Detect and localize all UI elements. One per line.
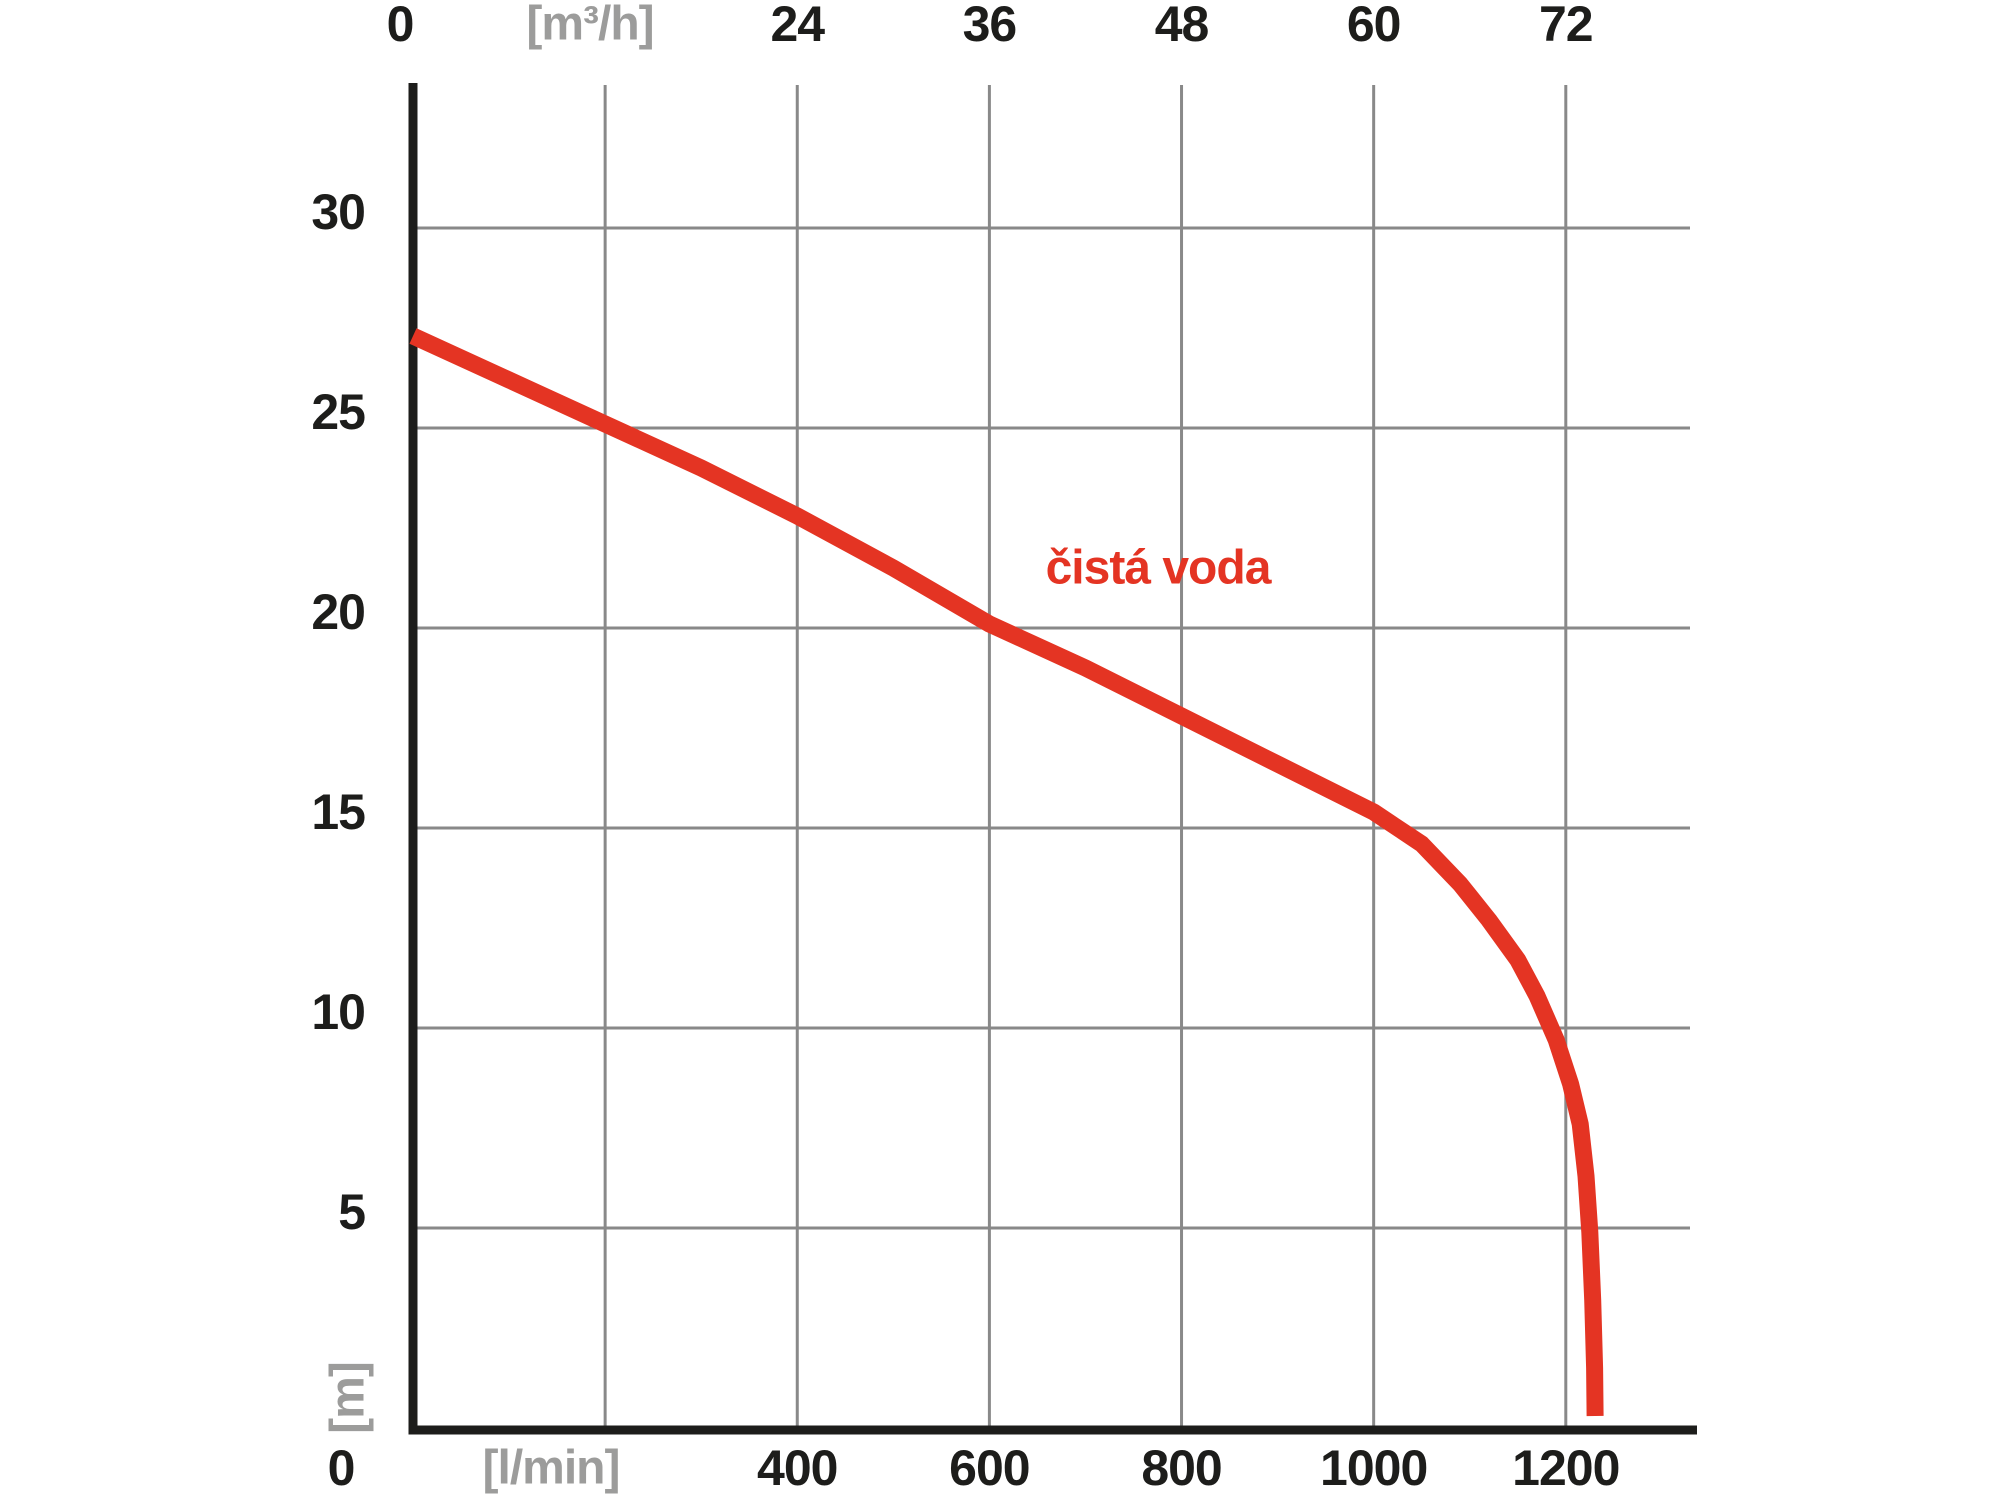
bottom-axis-tick-600: 600: [949, 1440, 1030, 1496]
bottom-axis-tick-1000: 1000: [1320, 1440, 1428, 1496]
top-axis-unit-label: [m³/h]: [526, 0, 654, 51]
top-axis-tick-60: 60: [1346, 0, 1402, 52]
series-label-cista-voda: čistá voda: [1045, 541, 1272, 595]
left-axis-tick-15: 15: [311, 784, 366, 840]
left-axis-tick-5: 5: [338, 1184, 366, 1240]
top-axis-tick-24: 24: [770, 0, 825, 52]
top-axis-tick-36: 36: [962, 0, 1018, 52]
bottom-axis-tick-1200: 1200: [1512, 1440, 1620, 1496]
top-axis-tick-48: 48: [1154, 0, 1210, 52]
bottom-axis-unit-label: [l/min]: [482, 1441, 621, 1495]
bottom-axis-tick-0: 0: [327, 1440, 356, 1496]
pump-curve-cista-voda: [409, 328, 1604, 1417]
left-axis-tick-10: 10: [311, 984, 366, 1040]
bottom-axis-tick-400: 400: [757, 1440, 838, 1496]
top-axis-tick-0: 0: [386, 0, 415, 52]
left-axis-tick-20: 20: [311, 584, 366, 640]
top-axis-tick-72: 72: [1538, 0, 1594, 52]
left-axis-tick-30: 30: [311, 184, 366, 240]
left-axis-tick-25: 25: [311, 384, 366, 440]
bottom-axis-tick-800: 800: [1141, 1440, 1222, 1496]
left-axis-unit-label: [m]: [321, 1362, 375, 1434]
